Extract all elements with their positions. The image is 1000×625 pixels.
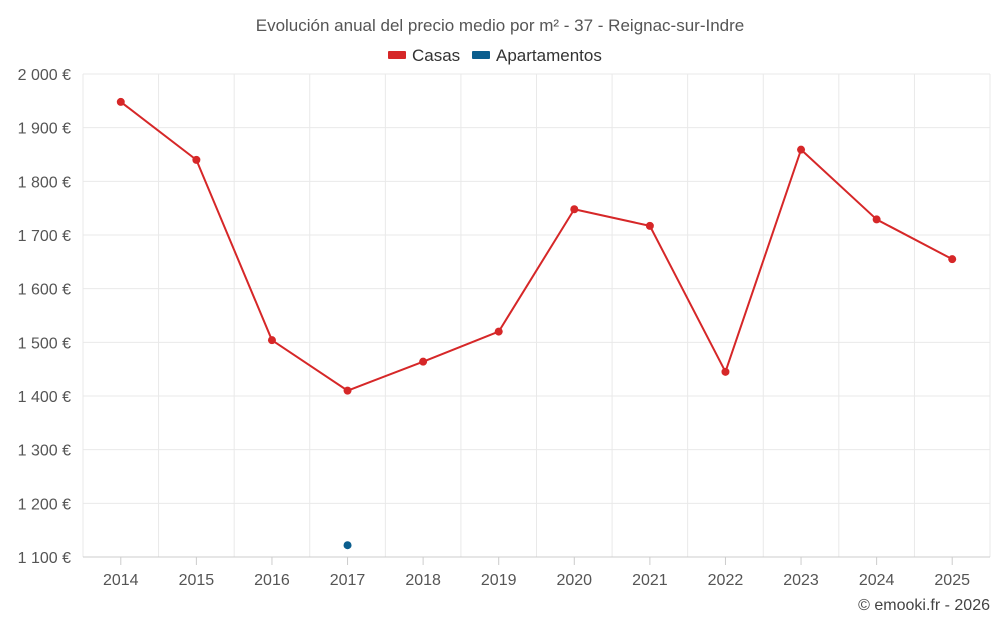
series xyxy=(116,97,957,550)
x-tick-label: 2015 xyxy=(179,572,215,589)
data-point-casas-2025[interactable] xyxy=(948,255,957,264)
data-point-casas-2020[interactable] xyxy=(570,205,579,214)
data-point-casas-2018[interactable] xyxy=(419,357,428,366)
data-point-casas-2021[interactable] xyxy=(645,221,654,230)
x-tick-label: 2018 xyxy=(405,572,441,589)
data-point-casas-2023[interactable] xyxy=(797,145,806,154)
x-tick-label: 2022 xyxy=(708,572,744,589)
x-tick-label: 2024 xyxy=(859,572,895,589)
y-tick-label: 1 900 € xyxy=(18,121,71,138)
legend-item-casas[interactable]: Casas xyxy=(388,46,460,65)
legend-swatch-apartamentos xyxy=(472,51,490,59)
y-tick-label: 2 000 € xyxy=(18,67,71,84)
legend-item-apartamentos[interactable]: Apartamentos xyxy=(472,46,602,65)
series-line-casas xyxy=(120,101,953,392)
legend: Casas Apartamentos xyxy=(388,46,602,65)
x-tick-label: 2014 xyxy=(103,572,139,589)
y-tick-label: 1 600 € xyxy=(18,282,71,299)
data-point-casas-2019[interactable] xyxy=(494,327,503,336)
y-tick-label: 1 500 € xyxy=(18,335,71,352)
y-tick-label: 1 400 € xyxy=(18,389,71,406)
y-tick-label: 1 300 € xyxy=(18,443,71,460)
grid xyxy=(82,73,991,558)
x-tick-label: 2017 xyxy=(330,572,366,589)
data-point-casas-2024[interactable] xyxy=(872,215,881,224)
y-tick-label: 1 800 € xyxy=(18,174,71,191)
legend-label-apartamentos: Apartamentos xyxy=(496,46,602,65)
x-tick-label: 2023 xyxy=(783,572,819,589)
x-tick-label: 2025 xyxy=(934,572,970,589)
y-tick-label: 1 200 € xyxy=(18,496,71,513)
y-tick-label: 1 100 € xyxy=(18,550,71,567)
x-tick-label: 2021 xyxy=(632,572,668,589)
data-point-casas-2014[interactable] xyxy=(116,97,125,106)
data-point-apartamentos-2017[interactable] xyxy=(343,541,352,550)
data-point-casas-2016[interactable] xyxy=(267,336,276,345)
data-point-casas-2017[interactable] xyxy=(343,386,352,395)
x-tick-label: 2019 xyxy=(481,572,517,589)
x-tick-label: 2016 xyxy=(254,572,290,589)
credit-text: © emooki.fr - 2026 xyxy=(858,597,990,614)
axes: 1 100 € 1 200 € 1 300 € 1 400 € 1 500 € 1 600… xyxy=(18,67,990,589)
legend-swatch-casas xyxy=(388,51,406,59)
data-point-casas-2015[interactable] xyxy=(192,155,201,164)
x-tick-label: 2020 xyxy=(556,572,592,589)
chart-title: Evolución anual del precio medio por m² … xyxy=(256,16,745,35)
legend-label-casas: Casas xyxy=(412,46,460,65)
y-tick-label: 1 700 € xyxy=(18,228,71,245)
data-point-casas-2022[interactable] xyxy=(721,367,730,376)
